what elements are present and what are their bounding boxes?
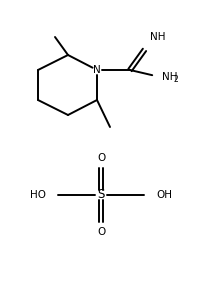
Text: O: O <box>97 153 105 163</box>
Text: S: S <box>97 188 105 201</box>
Text: NH: NH <box>162 72 178 82</box>
Text: NH: NH <box>150 32 165 42</box>
Text: 2: 2 <box>174 75 179 84</box>
Text: OH: OH <box>156 190 172 200</box>
Text: O: O <box>97 227 105 237</box>
Text: N: N <box>93 65 101 75</box>
Text: HO: HO <box>30 190 46 200</box>
